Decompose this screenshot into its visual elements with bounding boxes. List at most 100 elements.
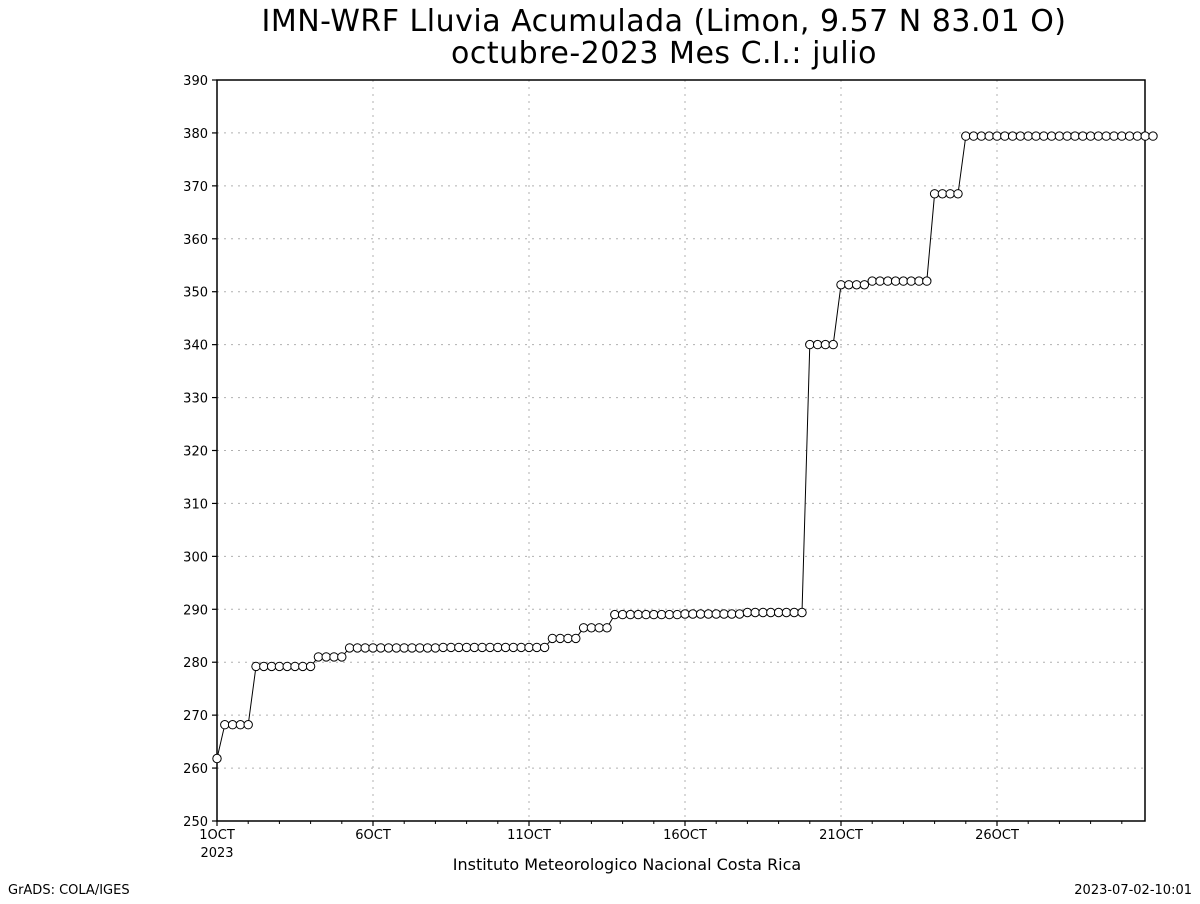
data-point	[563, 633, 573, 644]
data-point	[305, 661, 316, 672]
data-point	[298, 661, 308, 672]
data-point	[235, 720, 246, 730]
data-point	[1070, 131, 1080, 141]
data-point	[781, 607, 792, 618]
data-point	[1148, 131, 1158, 141]
data-point	[329, 652, 339, 662]
data-point	[929, 189, 940, 199]
y-tick-label: 340	[183, 339, 208, 354]
data-point	[890, 276, 901, 286]
data-point	[953, 189, 963, 199]
y-tick-label: 300	[183, 550, 208, 565]
data-point	[688, 609, 698, 619]
data-point	[1000, 131, 1010, 141]
data-point	[586, 623, 597, 633]
y-tick-label: 280	[183, 656, 208, 671]
data-point	[391, 643, 402, 653]
data-point	[383, 643, 394, 653]
data-point	[1078, 131, 1088, 141]
x-tick-label: 16OCT	[663, 828, 707, 843]
data-point	[695, 609, 706, 619]
y-tick-label: 270	[183, 709, 208, 724]
data-point	[337, 652, 347, 662]
data-point	[961, 131, 971, 141]
data-point	[438, 642, 448, 653]
data-point	[968, 131, 979, 141]
data-point	[1062, 131, 1072, 141]
chart-subtitle: octubre-2023 Mes C.I.: julio	[451, 36, 877, 71]
data-point	[711, 609, 721, 619]
y-tick-label: 290	[183, 603, 208, 618]
data-point	[820, 339, 831, 350]
data-point	[742, 607, 753, 618]
data-point	[851, 280, 862, 290]
data-point	[485, 642, 495, 653]
data-point	[812, 339, 823, 350]
data-point	[641, 609, 651, 620]
x-tick-label: 1OCT	[199, 828, 235, 843]
data-point	[532, 642, 542, 653]
data-point	[422, 643, 433, 653]
data-point	[547, 633, 558, 644]
data-point	[352, 643, 363, 653]
data-point	[282, 661, 292, 672]
data-point	[266, 661, 277, 672]
data-point	[344, 643, 355, 653]
data-point	[750, 607, 760, 618]
data-point	[1109, 131, 1119, 141]
data-point	[922, 276, 932, 286]
data-point	[454, 642, 464, 653]
data-point	[617, 609, 628, 620]
axes: 250 260 270 280 290 300 310 320 330 340 350 360 370 3…	[183, 74, 1123, 861]
data-point	[500, 642, 511, 653]
data-point	[633, 609, 643, 620]
data-point	[524, 642, 534, 653]
data-point	[1046, 131, 1057, 141]
data-point	[766, 607, 776, 618]
data-point	[789, 607, 799, 618]
x-year-label: 2023	[200, 846, 233, 861]
data-point	[664, 609, 675, 620]
data-point	[571, 633, 581, 644]
data-point	[875, 276, 885, 286]
y-tick-label: 320	[183, 445, 208, 460]
data-point	[734, 609, 745, 619]
series-line	[216, 135, 1153, 759]
data-point	[259, 661, 269, 672]
data-point	[446, 642, 456, 653]
data-point	[313, 652, 324, 662]
data-point	[1124, 131, 1135, 141]
grid-lines	[217, 80, 1145, 821]
data-point	[1101, 131, 1111, 141]
data-point	[594, 623, 604, 633]
y-tick-label: 380	[183, 127, 208, 142]
data-point	[914, 276, 924, 286]
data-point	[1054, 131, 1065, 141]
data-point	[290, 661, 300, 672]
data-point	[493, 642, 503, 653]
y-tick-label: 360	[183, 233, 208, 248]
footer-left-credit: GrADS: COLA/IGES	[8, 883, 130, 898]
y-tick-label: 390	[183, 74, 208, 89]
series-layer	[212, 131, 1158, 764]
data-point	[1117, 131, 1127, 141]
data-point	[321, 652, 331, 662]
data-point	[602, 623, 612, 633]
data-point	[859, 280, 870, 290]
data-point	[555, 633, 565, 644]
data-point	[1132, 131, 1143, 141]
data-point	[539, 642, 550, 653]
data-point	[1023, 131, 1033, 141]
x-tick-label: 26OCT	[975, 828, 1019, 843]
data-point	[461, 642, 472, 653]
y-tick-label: 370	[183, 180, 208, 195]
data-point	[773, 607, 784, 618]
data-point	[508, 642, 519, 653]
data-point	[867, 276, 877, 286]
data-point	[516, 642, 526, 653]
data-point	[1085, 131, 1096, 141]
data-point	[1015, 131, 1026, 141]
y-tick-label: 350	[183, 286, 208, 301]
chart-title: IMN-WRF Lluvia Acumulada (Limon, 9.57 N …	[261, 4, 1066, 39]
